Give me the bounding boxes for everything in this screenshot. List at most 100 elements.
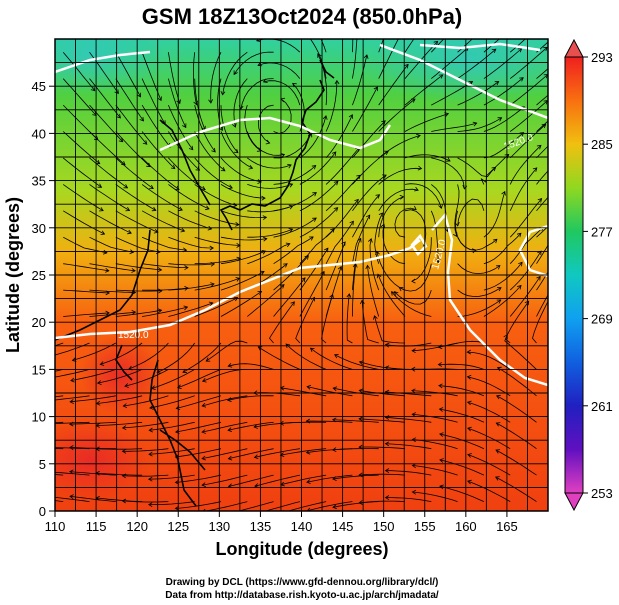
streamline	[220, 210, 267, 219]
streamline	[438, 363, 485, 370]
streamline-arrow	[182, 368, 188, 374]
streamline-arrow	[346, 293, 352, 298]
streamline	[70, 395, 116, 403]
streamline-arrow	[445, 157, 451, 162]
streamline-arrow	[384, 415, 390, 420]
streamline-arrow	[118, 137, 124, 143]
streamline-arrow	[398, 287, 404, 292]
streamline-arrow	[227, 455, 233, 461]
streamline	[483, 106, 525, 132]
x-tick-label: 145	[332, 519, 354, 534]
streamline-arrow	[541, 123, 547, 129]
streamline-arrow	[358, 444, 363, 450]
streamline-arrow	[95, 400, 101, 406]
streamline	[69, 447, 116, 450]
streamline	[352, 54, 368, 106]
streamline-arrow	[149, 405, 154, 410]
streamline-arrow	[393, 291, 399, 296]
streamline	[237, 501, 274, 511]
streamline	[352, 39, 358, 79]
streamline	[285, 343, 327, 370]
streamline-arrow	[332, 417, 337, 423]
streamline	[141, 184, 183, 211]
streamline-arrow	[227, 427, 233, 432]
streamline	[352, 120, 386, 159]
streamline	[151, 369, 195, 389]
streamline	[374, 212, 383, 264]
streamline-arrow	[356, 174, 361, 180]
streamline	[115, 51, 141, 97]
streamline	[220, 250, 266, 265]
streamline-arrow	[333, 207, 339, 212]
streamline	[377, 274, 406, 317]
streamline-arrow	[438, 74, 444, 79]
streamline	[536, 170, 548, 185]
streamline	[404, 39, 415, 53]
streamline	[142, 263, 189, 268]
streamline	[334, 354, 379, 370]
plot-area: 1520.0 1520.0 1520.0	[17, 0, 548, 511]
streamline	[411, 237, 432, 282]
streamline-arrow	[384, 150, 389, 155]
streamline	[483, 48, 522, 79]
streamline	[247, 183, 293, 189]
streamline-arrow	[17, 447, 21, 451]
contour-north	[55, 43, 548, 120]
streamline-arrow	[438, 407, 444, 412]
streamline-arrow	[381, 120, 386, 125]
streamline-arrow	[279, 452, 285, 457]
streamline	[194, 105, 216, 153]
streamline-arrow	[176, 99, 181, 105]
streamline-arrow	[279, 420, 284, 426]
streamline-arrow	[131, 310, 137, 315]
streamline	[320, 39, 327, 53]
streamline	[115, 289, 162, 292]
streamline	[72, 342, 116, 361]
streamline	[457, 117, 502, 132]
streamline	[378, 39, 384, 53]
streamline-arrow	[248, 164, 254, 170]
streamline	[141, 104, 171, 148]
streamline-arrow	[494, 476, 500, 481]
streamline-arrow	[439, 432, 444, 437]
streamline-arrow	[201, 402, 207, 408]
streamline-arrow	[125, 206, 131, 212]
streamline-arrow	[257, 346, 263, 351]
streamline-arrow	[261, 195, 266, 201]
streamline-arrow	[148, 451, 153, 457]
streamline-arrow	[331, 447, 337, 453]
contour-mid	[159, 116, 392, 152]
streamline-arrow	[414, 186, 419, 192]
streamline-arrow	[354, 198, 359, 204]
streamline-arrow	[205, 205, 210, 211]
streamline	[96, 472, 143, 476]
streamline	[536, 244, 548, 264]
streamline	[467, 376, 511, 397]
streamline-arrow	[363, 54, 369, 59]
streamline	[359, 473, 406, 476]
streamline-arrow	[350, 0, 354, 3]
streamline	[457, 299, 501, 317]
streamline-arrow	[202, 508, 206, 511]
streamline	[220, 131, 253, 169]
streamline-arrow	[256, 147, 262, 152]
streamline	[325, 147, 360, 185]
streamline	[536, 145, 548, 159]
streamline	[89, 131, 126, 166]
x-tick-label: 130	[208, 519, 230, 534]
streamline-arrow	[69, 494, 74, 500]
streamline-arrow	[44, 399, 48, 403]
colorbar-tick-label: 253	[591, 486, 613, 501]
streamline-arrow	[317, 53, 322, 58]
streamline	[359, 390, 406, 397]
streamline	[273, 255, 309, 291]
streamline	[352, 263, 357, 317]
streamline-arrow	[116, 113, 121, 119]
streamline	[467, 351, 511, 370]
streamline	[412, 465, 458, 476]
streamline	[496, 422, 537, 450]
streamline	[431, 46, 469, 79]
streamline-arrow	[376, 273, 382, 279]
streamline	[483, 77, 524, 106]
streamline	[70, 369, 116, 381]
